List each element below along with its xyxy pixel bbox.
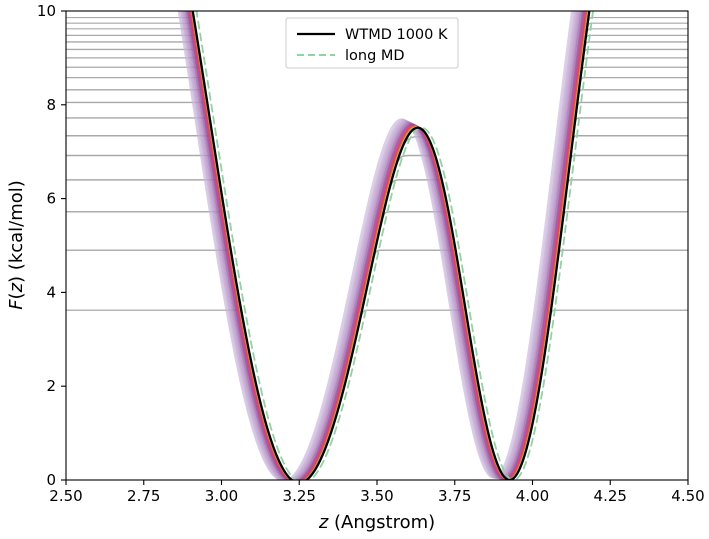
curve-iteration-33 [188,11,586,480]
curve-iteration-35 [189,11,587,480]
legend-label-wtmd: WTMD 1000 K [345,27,448,43]
y-tick-label: 8 [46,96,56,114]
x-tick-label: 3.50 [360,487,393,505]
curve-iteration-26 [184,11,581,480]
data-curves-group [66,11,688,480]
legend-label-long-md: long MD [345,48,405,64]
curve-iteration-22 [180,11,577,480]
curve-iteration-24 [182,11,579,480]
x-tick-label: 2.50 [49,487,82,505]
curve-long-md [195,11,594,480]
curve-iteration-32 [187,11,585,480]
y-tick-label: 6 [46,190,56,208]
curve-iteration-20 [178,11,574,480]
x-tick-label: 3.25 [283,487,316,505]
legend-background [285,17,459,69]
y-axis-label-italic-f: F [6,299,27,310]
y-axis-label-paren: ( [6,292,27,299]
x-axis-ticks: 2.50 2.75 3.00 3.25 3.50 3.75 4.00 4.25 4.50 [49,480,705,505]
curve-iteration-2 [66,249,688,480]
y-tick-label: 0 [46,471,56,489]
curve-wtmd-1000-k [191,11,591,480]
x-tick-label: 4.25 [594,487,627,505]
curve-iteration-27 [184,11,582,480]
curve-iteration-30 [186,11,584,480]
x-tick-label: 3.75 [438,487,471,505]
x-axis-label-italic: z [318,512,329,533]
y-axis-ticks: 0 2 4 6 8 10 [37,2,66,489]
y-tick-label: 2 [46,377,56,395]
curve-iteration-21 [179,11,576,480]
y-axis-label-italic-z: z [6,282,27,293]
x-tick-label: 2.75 [127,487,160,505]
x-axis-label: z (Angstrom) [318,512,435,533]
x-axis-label-rest: (Angstrom) [328,512,435,533]
curve-iteration-31 [187,11,585,480]
y-tick-label: 10 [37,2,56,20]
curve-iteration-29 [186,11,583,480]
x-tick-label: 4.00 [516,487,549,505]
y-tick-label: 4 [46,283,56,301]
x-tick-label: 3.00 [205,487,238,505]
y-axis-label: F(z) (kcal/mol) [6,180,27,310]
curve-iteration-19 [177,11,573,480]
y-axis-label-rest: ) (kcal/mol) [6,180,27,283]
curve-iteration-1 [66,309,688,480]
curve-iteration-25 [183,11,580,480]
curve-iteration-23 [181,11,578,480]
curve-iteration-28 [185,11,582,480]
legend[interactable]: WTMD 1000 K long MD [285,17,459,69]
x-tick-label: 4.50 [671,487,704,505]
